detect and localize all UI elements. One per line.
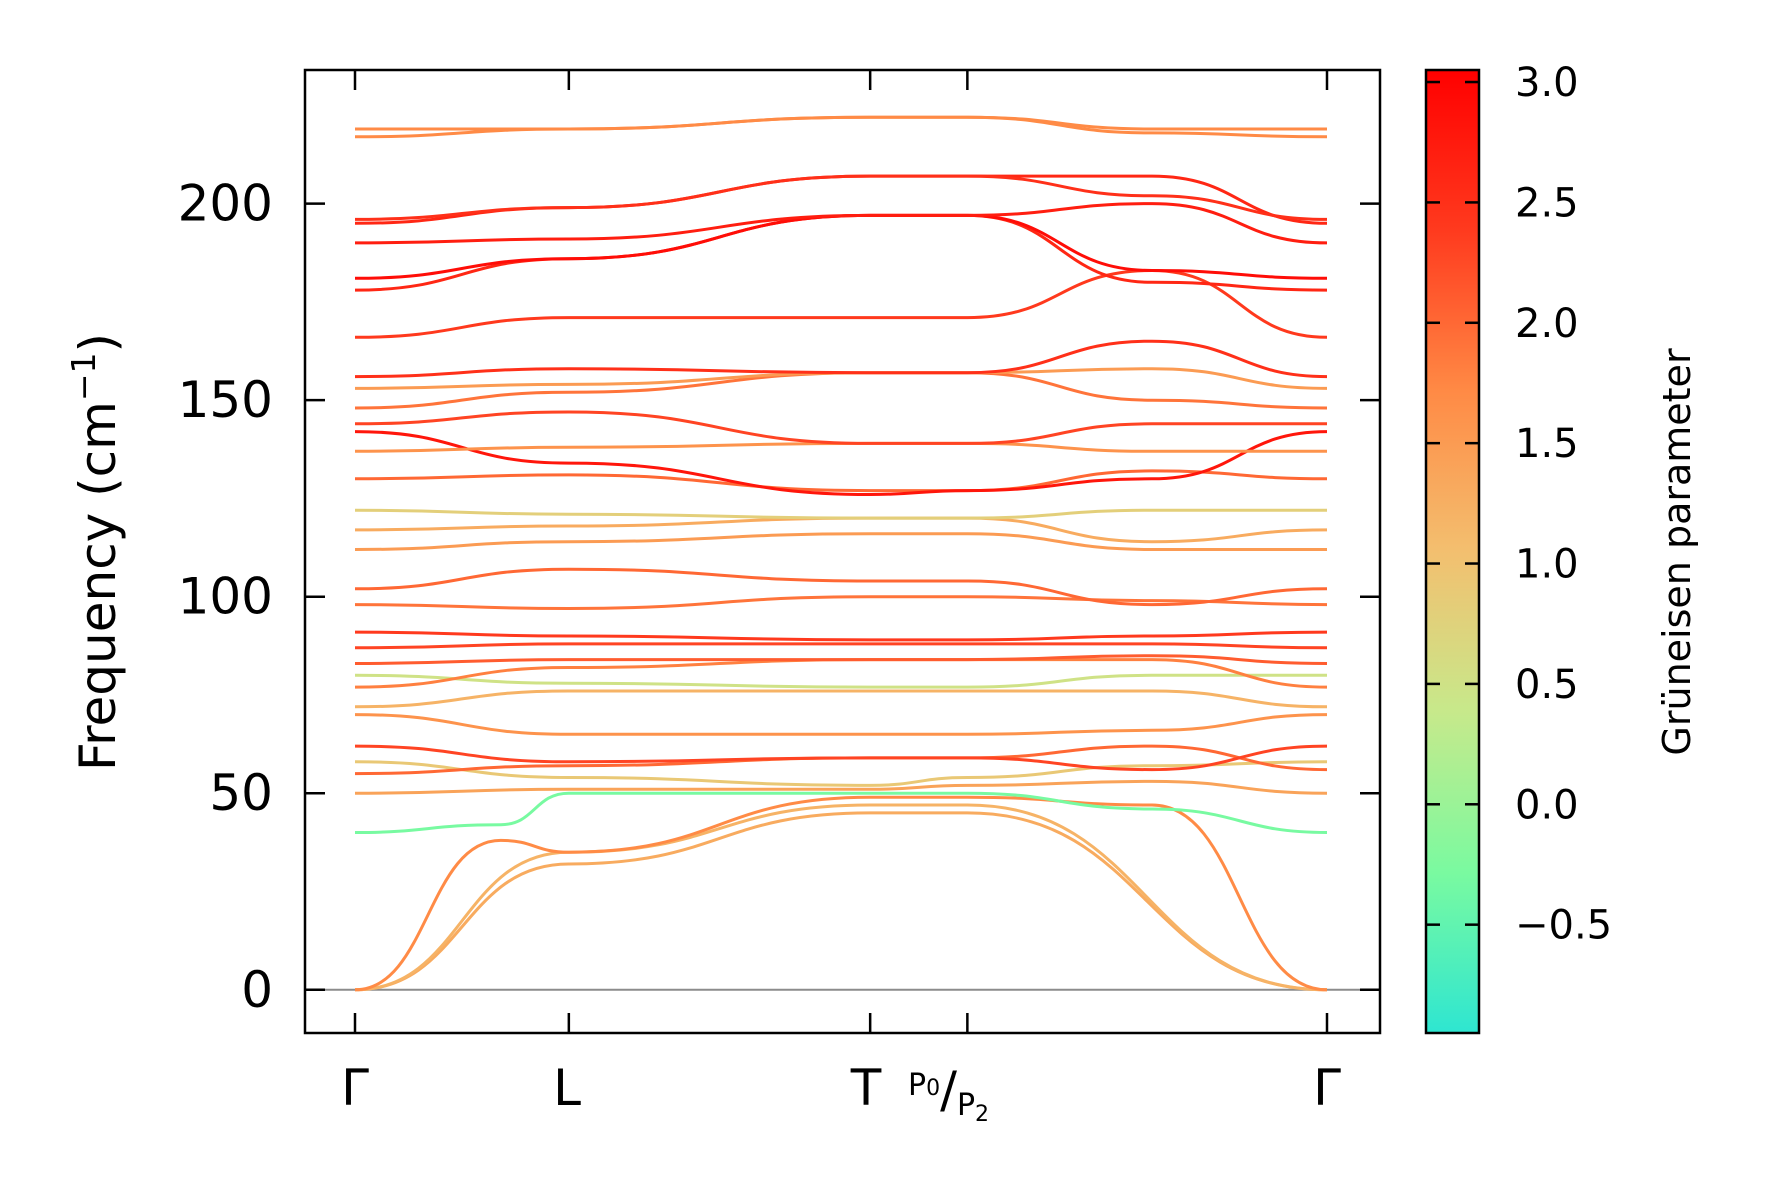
- x-axis: [353, 70, 1329, 1033]
- phonon-bands: [354, 115, 1328, 992]
- y-tick-label-100: 100: [178, 568, 273, 626]
- band-17: [354, 567, 1328, 607]
- x-tick-label-l: L: [553, 1059, 581, 1117]
- band-27: [354, 339, 1328, 379]
- x-tick-label-t: T: [850, 1059, 882, 1117]
- colorbar-tick-label-1: 2.5: [1515, 180, 1579, 226]
- band-16: [354, 595, 1328, 611]
- y-tick-label-0: 0: [241, 961, 273, 1019]
- band-2: [354, 803, 1328, 992]
- colorbar-tick-label-0: 3.0: [1515, 60, 1579, 106]
- band-31: [354, 202, 1328, 245]
- band-21: [354, 469, 1328, 493]
- colorbar-tick-label-6: 0.0: [1515, 782, 1579, 828]
- band-8: [354, 744, 1328, 772]
- colorbar-label: Grüneisen parameter: [1655, 348, 1699, 756]
- plot-area: [305, 70, 1380, 1033]
- colorbar-tick-label-4: 1.0: [1515, 542, 1579, 588]
- y-axis-label: Frequency (cm−1): [64, 333, 127, 771]
- band-15: [354, 630, 1328, 642]
- colorbar-tick-label-3: 1.5: [1515, 421, 1579, 467]
- band-5: [354, 779, 1328, 795]
- p0-subscript: 0: [926, 1076, 940, 1101]
- band-24: [354, 410, 1327, 445]
- x-tick-label-p0-p2: P0/P2: [908, 1061, 989, 1127]
- colorbar-tick-label-7: −0.5: [1515, 903, 1612, 949]
- band-1: [354, 811, 1328, 992]
- band-35: [354, 115, 1327, 131]
- p2-letter: P: [957, 1088, 975, 1123]
- band-28: [354, 268, 1328, 339]
- band-3: [354, 795, 1328, 992]
- band-20: [354, 508, 1327, 520]
- colorbar-tick-label-2: 2.0: [1515, 301, 1579, 347]
- colorbar-tick-label-5: 0.5: [1515, 662, 1579, 708]
- band-33: [354, 174, 1328, 221]
- p0-letter: P: [908, 1068, 926, 1103]
- band-18: [354, 532, 1327, 552]
- band-10: [354, 689, 1328, 709]
- band-4: [354, 791, 1328, 834]
- band-14: [354, 642, 1328, 650]
- y-axis-label-sup: −1: [64, 352, 103, 401]
- band-13: [354, 654, 1328, 665]
- colorbar: [1424, 68, 1481, 1035]
- y-axis-label-close: ): [69, 333, 127, 353]
- colorbar-ticks: 3.0 2.5 2.0 1.5 1.0 0.5 0.0 −0.5: [1426, 60, 1612, 949]
- band-6: [354, 760, 1328, 787]
- x-tick-label-gamma-right: Γ: [1313, 1059, 1341, 1117]
- y-axis: 0 50 100 150 200: [178, 175, 1380, 1019]
- y-axis-label-main: Frequency (cm: [69, 401, 127, 771]
- x-tick-label-gamma-left: Γ: [341, 1059, 369, 1117]
- slash: /: [940, 1061, 957, 1119]
- p2-subscript: 2: [975, 1102, 989, 1127]
- plot-frame: [303, 68, 1382, 1035]
- band-11: [354, 673, 1327, 689]
- band-9: [354, 713, 1328, 736]
- band-22: [354, 430, 1328, 497]
- y-tick-label-150: 150: [178, 371, 273, 429]
- y-tick-label-50: 50: [209, 764, 273, 822]
- y-tick-label-200: 200: [178, 175, 273, 233]
